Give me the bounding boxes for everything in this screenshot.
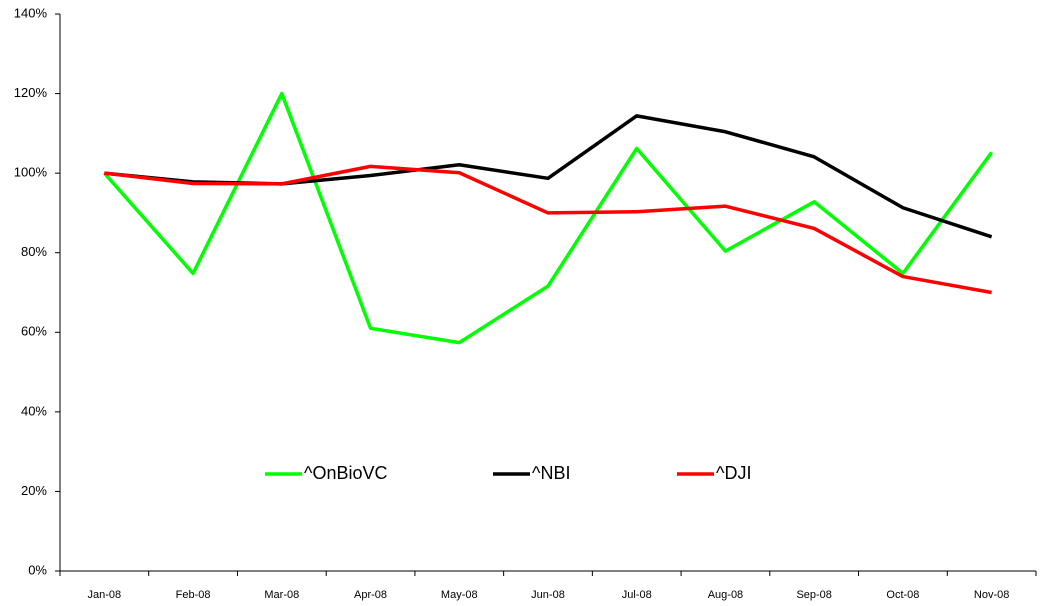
y-tick-label: 140%	[14, 5, 48, 20]
y-tick-label: 0%	[28, 562, 47, 577]
y-tick-label: 100%	[14, 165, 48, 180]
x-tick-label: Oct-08	[886, 589, 919, 601]
series-line	[104, 164, 992, 295]
x-tick-label: Jan-08	[88, 589, 122, 601]
y-tick-label: 120%	[14, 85, 48, 100]
x-tick-label: Aug-08	[708, 589, 743, 601]
x-tick-label: Sep-08	[796, 589, 831, 601]
x-tick-label: Mar-08	[264, 589, 299, 601]
series-line	[103, 91, 994, 345]
x-tick-label: May-08	[441, 589, 478, 601]
series-line	[104, 114, 993, 239]
x-tick-label: Feb-08	[176, 589, 211, 601]
y-tick-label: 40%	[21, 403, 47, 418]
legend-label: ^NBI	[532, 463, 570, 483]
legend-label: ^DJI	[716, 463, 751, 483]
legend-label: ^OnBioVC	[304, 463, 387, 483]
y-tick-label: 80%	[21, 244, 47, 259]
y-tick-label: 20%	[21, 483, 47, 498]
x-tick-label: Nov-08	[974, 589, 1009, 601]
x-tick-label: Apr-08	[354, 589, 387, 601]
x-tick-label: Jun-08	[531, 589, 565, 601]
x-tick-label: Jul-08	[622, 589, 652, 601]
y-tick-label: 60%	[21, 324, 47, 339]
